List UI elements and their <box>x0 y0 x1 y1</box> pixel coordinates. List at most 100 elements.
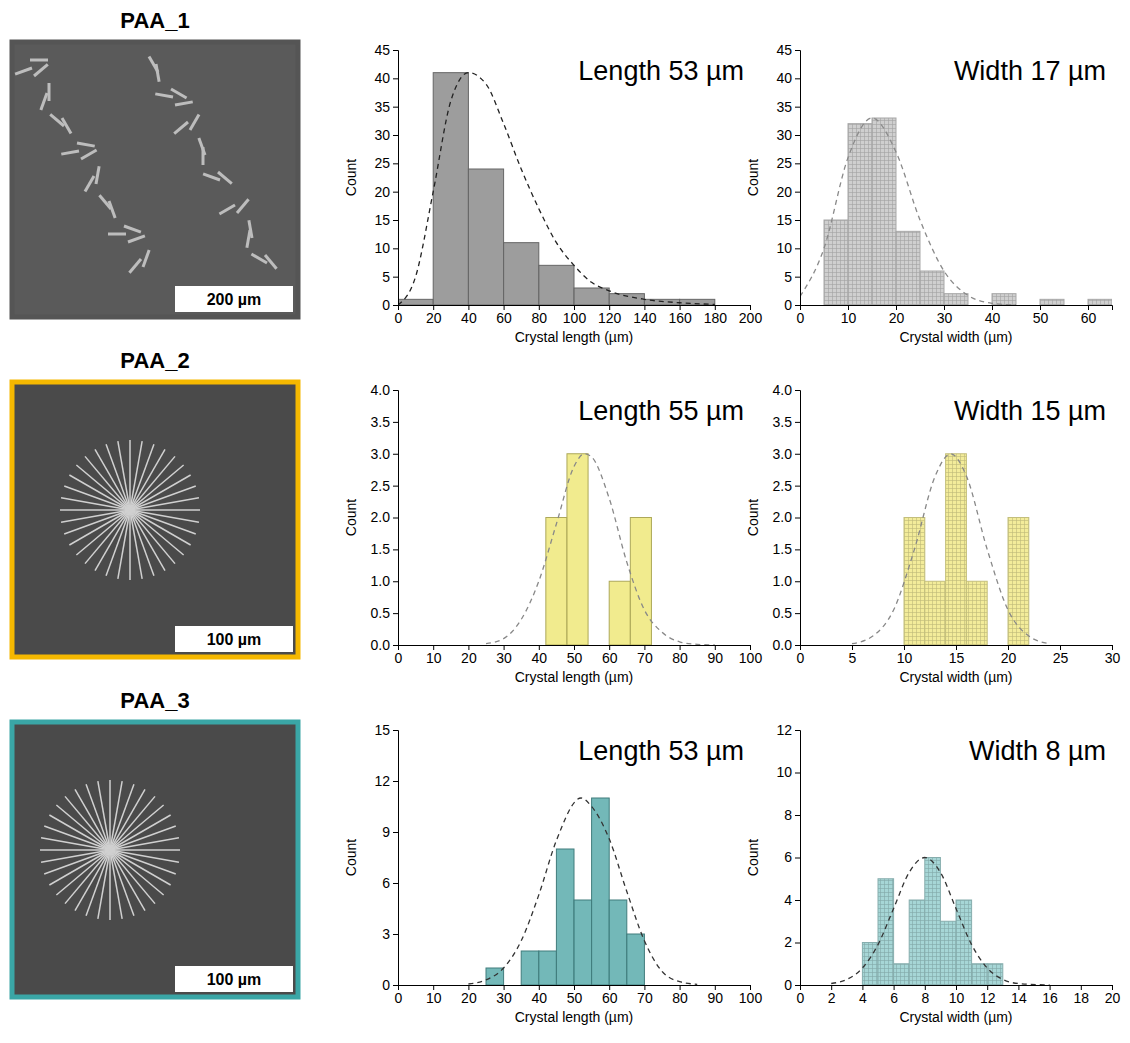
tick-label: 18 <box>1074 990 1090 1006</box>
tick: 4.0 <box>773 382 800 398</box>
tick: 50 <box>567 985 583 1006</box>
tick-mark <box>393 518 398 519</box>
texture-stroke <box>251 254 267 263</box>
tick-label: 0.5 <box>371 605 391 621</box>
texture-stroke <box>110 849 180 851</box>
bar <box>609 294 644 305</box>
x-axis: 051015202530 <box>797 645 1121 666</box>
tick-label: 0 <box>784 977 792 993</box>
bar <box>909 900 925 985</box>
tick-label: 10 <box>776 240 792 256</box>
texture-stroke <box>85 456 130 510</box>
texture-stroke <box>81 150 97 159</box>
tick: 15 <box>374 722 398 738</box>
tick-label: 9 <box>382 824 390 840</box>
tick-label: 25 <box>776 155 792 171</box>
texture-stroke <box>130 510 175 564</box>
texture-stroke <box>41 93 47 110</box>
tick-mark <box>393 220 398 221</box>
tick: 3.0 <box>371 446 398 462</box>
texture-stroke <box>190 114 199 130</box>
tick: 20 <box>1105 985 1121 1006</box>
tick: 10 <box>841 305 857 326</box>
tick-label: 6 <box>784 849 792 865</box>
tick: 5 <box>849 645 857 666</box>
tick-mark <box>795 305 800 306</box>
sem-image <box>12 42 298 317</box>
bar <box>556 849 574 985</box>
tick: 12 <box>980 985 996 1006</box>
tick: 14 <box>1011 985 1027 1006</box>
tick: 0.0 <box>773 637 800 653</box>
image-panel: PAA_1200 µm <box>12 8 298 317</box>
tick: 8 <box>784 807 800 823</box>
texture-stroke <box>155 94 173 97</box>
tick-label: 0 <box>395 990 403 1006</box>
axis-line <box>795 51 801 306</box>
tick: 30 <box>1105 645 1121 666</box>
bar <box>872 118 896 305</box>
tick-mark <box>393 192 398 193</box>
tick: 0 <box>784 977 800 993</box>
bar <box>972 964 988 985</box>
tick: 20 <box>461 645 477 666</box>
tick-label: 12 <box>374 773 390 789</box>
axis-line <box>795 731 801 986</box>
tick-label: 60 <box>602 650 618 666</box>
annotation: Length 53 µm <box>578 736 744 766</box>
bar <box>539 265 574 305</box>
tick-mark <box>795 192 800 193</box>
bar <box>968 305 992 306</box>
tick-label: 20 <box>461 650 477 666</box>
tick-mark <box>795 773 800 774</box>
tick: 60 <box>1081 305 1097 326</box>
texture-stroke <box>34 64 48 76</box>
tick-mark <box>795 390 800 391</box>
tick-label: 4.0 <box>371 382 391 398</box>
y-axis: 051015202530354045 <box>776 42 800 313</box>
texture-stroke <box>69 475 130 510</box>
tick: 30 <box>374 127 398 143</box>
tick: 200 <box>739 305 763 326</box>
texture-stroke <box>110 805 164 850</box>
tick: 2.5 <box>773 478 800 494</box>
tick-label: 3.5 <box>371 414 391 430</box>
tick-label: 60 <box>496 310 512 326</box>
tick-label: 180 <box>704 310 728 326</box>
y-axis-title: Count <box>343 839 359 876</box>
tick-mark <box>795 549 800 550</box>
bar <box>848 124 872 305</box>
texture-stroke <box>128 236 145 242</box>
texture-stroke <box>174 122 188 134</box>
tick-label: 2.5 <box>773 478 793 494</box>
tick: 180 <box>704 305 728 326</box>
tick-label: 15 <box>374 722 390 738</box>
tick-label: 50 <box>567 650 583 666</box>
tick: 6 <box>890 985 898 1006</box>
bar <box>904 518 925 646</box>
tick-label: 6 <box>890 990 898 1006</box>
bar <box>1064 305 1088 306</box>
tick-label: 0 <box>382 977 390 993</box>
tick: 0.5 <box>371 605 398 621</box>
texture-stroke <box>61 151 79 154</box>
tick: 30 <box>496 985 512 1006</box>
texture-stroke <box>50 114 64 126</box>
sem-texture <box>60 440 200 580</box>
bar <box>925 581 946 645</box>
tick: 20 <box>461 985 477 1006</box>
tick: 2.5 <box>371 478 398 494</box>
tick-label: 30 <box>496 990 512 1006</box>
tick: 0 <box>797 645 805 666</box>
bar <box>862 943 878 986</box>
tick-mark <box>795 248 800 249</box>
texture-stroke <box>129 440 131 510</box>
texture-stroke <box>110 850 122 919</box>
tick-mark <box>393 549 398 550</box>
tick-label: 30 <box>937 310 953 326</box>
histogram-chart: 010203040506070809010003691215Crystal le… <box>343 722 762 1025</box>
tick-label: 80 <box>672 990 688 1006</box>
scale-bar-label: 200 µm <box>207 291 262 308</box>
tick: 10 <box>426 645 442 666</box>
bar <box>878 879 894 985</box>
